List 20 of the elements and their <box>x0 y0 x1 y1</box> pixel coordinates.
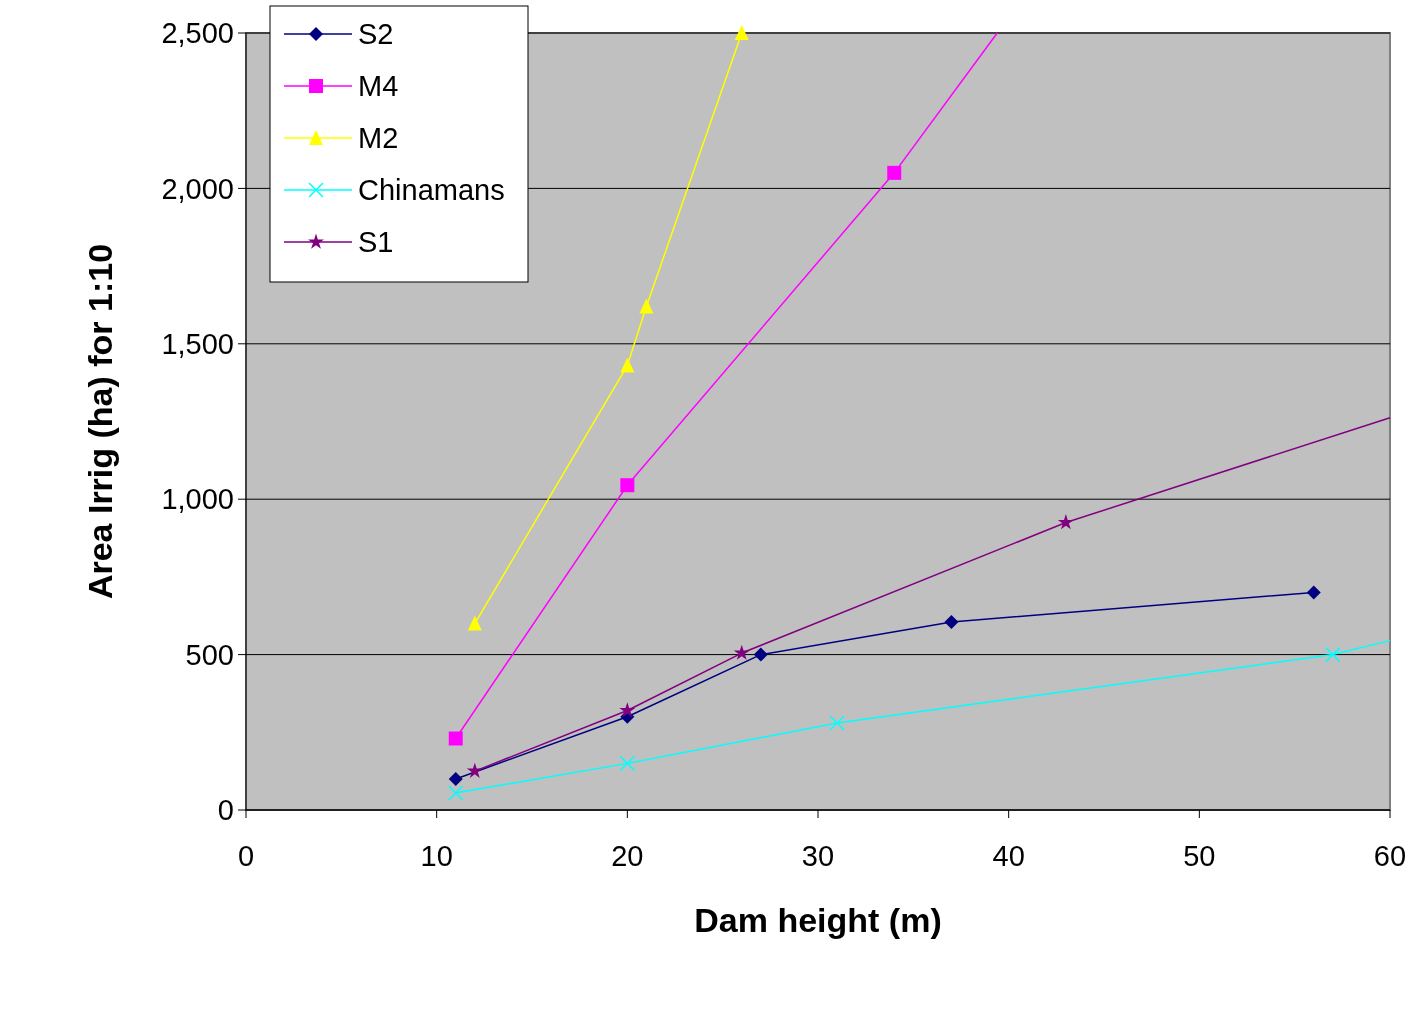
y-tick-label: 0 <box>217 794 234 827</box>
y-axis-title: Area Irrig (ha) for 1:10 <box>81 243 119 600</box>
x-tick-label: 60 <box>1373 840 1407 872</box>
legend-label: S1 <box>358 226 394 259</box>
legend-label: S2 <box>358 18 394 51</box>
x-tick-label: 30 <box>801 840 835 872</box>
x-tick-label: 40 <box>992 840 1025 872</box>
y-tick-label: 1,500 <box>161 327 234 360</box>
x-axis-title: Dam height (m) <box>694 901 942 939</box>
legend-label: M2 <box>358 122 399 155</box>
x-tick-label: 20 <box>611 840 644 872</box>
y-tick-label: 1,000 <box>161 483 234 516</box>
x-tick-label: 10 <box>420 840 453 872</box>
y-tick-label: 2,500 <box>161 17 234 50</box>
legend-label: Chinamans <box>358 174 505 207</box>
y-tick-label: 500 <box>185 638 234 671</box>
legend-label: M4 <box>358 70 399 103</box>
x-tick-label: 50 <box>1183 840 1216 872</box>
y-tick-label: 2,000 <box>161 172 234 205</box>
x-tick-label: 0 <box>237 840 255 872</box>
